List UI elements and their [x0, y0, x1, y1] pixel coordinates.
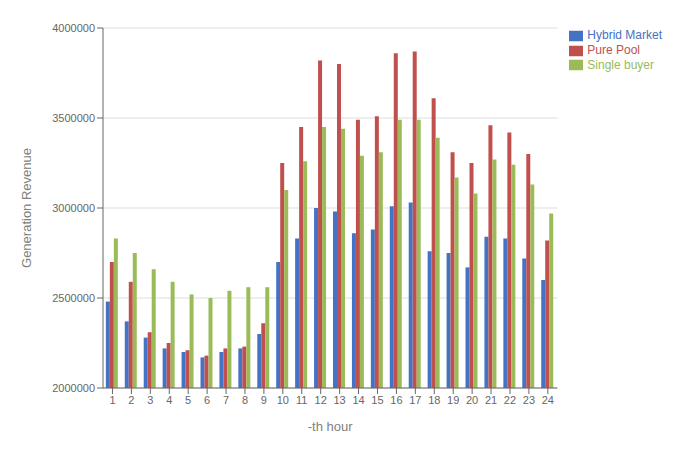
svg-text:19: 19: [447, 394, 459, 406]
svg-text:5: 5: [185, 394, 191, 406]
svg-text:16: 16: [390, 394, 402, 406]
svg-text:2500000: 2500000: [52, 292, 95, 304]
svg-text:3500000: 3500000: [52, 112, 95, 124]
svg-text:17: 17: [409, 394, 421, 406]
svg-text:3000000: 3000000: [52, 202, 95, 214]
svg-text:10: 10: [277, 394, 289, 406]
svg-text:22: 22: [504, 394, 516, 406]
svg-text:20: 20: [466, 394, 478, 406]
svg-text:14: 14: [352, 394, 364, 406]
html-text:Pure Pool: Pure Pool: [587, 42, 640, 57]
svg-text:6: 6: [204, 394, 210, 406]
svg-text:24: 24: [542, 394, 554, 406]
svg-text:Generation Revenue: Generation Revenue: [19, 148, 34, 268]
html-text:Single buyer: Single buyer: [587, 57, 654, 72]
svg-text:-th hour: -th hour: [308, 419, 353, 434]
svg-text:7: 7: [223, 394, 229, 406]
svg-text:1: 1: [109, 394, 115, 406]
svg-text:3: 3: [147, 394, 153, 406]
svg-text:2: 2: [128, 394, 134, 406]
svg-text:8: 8: [242, 394, 248, 406]
svg-text:21: 21: [485, 394, 497, 406]
html-text:Hybrid Market: Hybrid Market: [587, 28, 662, 42]
svg-text:18: 18: [428, 394, 440, 406]
svg-text:4: 4: [166, 394, 172, 406]
svg-text:13: 13: [333, 394, 345, 406]
svg-text:2000000: 2000000: [52, 382, 95, 394]
svg-text:11: 11: [296, 394, 307, 406]
svg-text:9: 9: [261, 394, 267, 406]
svg-text:15: 15: [371, 394, 383, 406]
svg-text:12: 12: [315, 394, 327, 406]
svg-text:4000000: 4000000: [52, 22, 95, 34]
svg-text:23: 23: [523, 394, 535, 406]
